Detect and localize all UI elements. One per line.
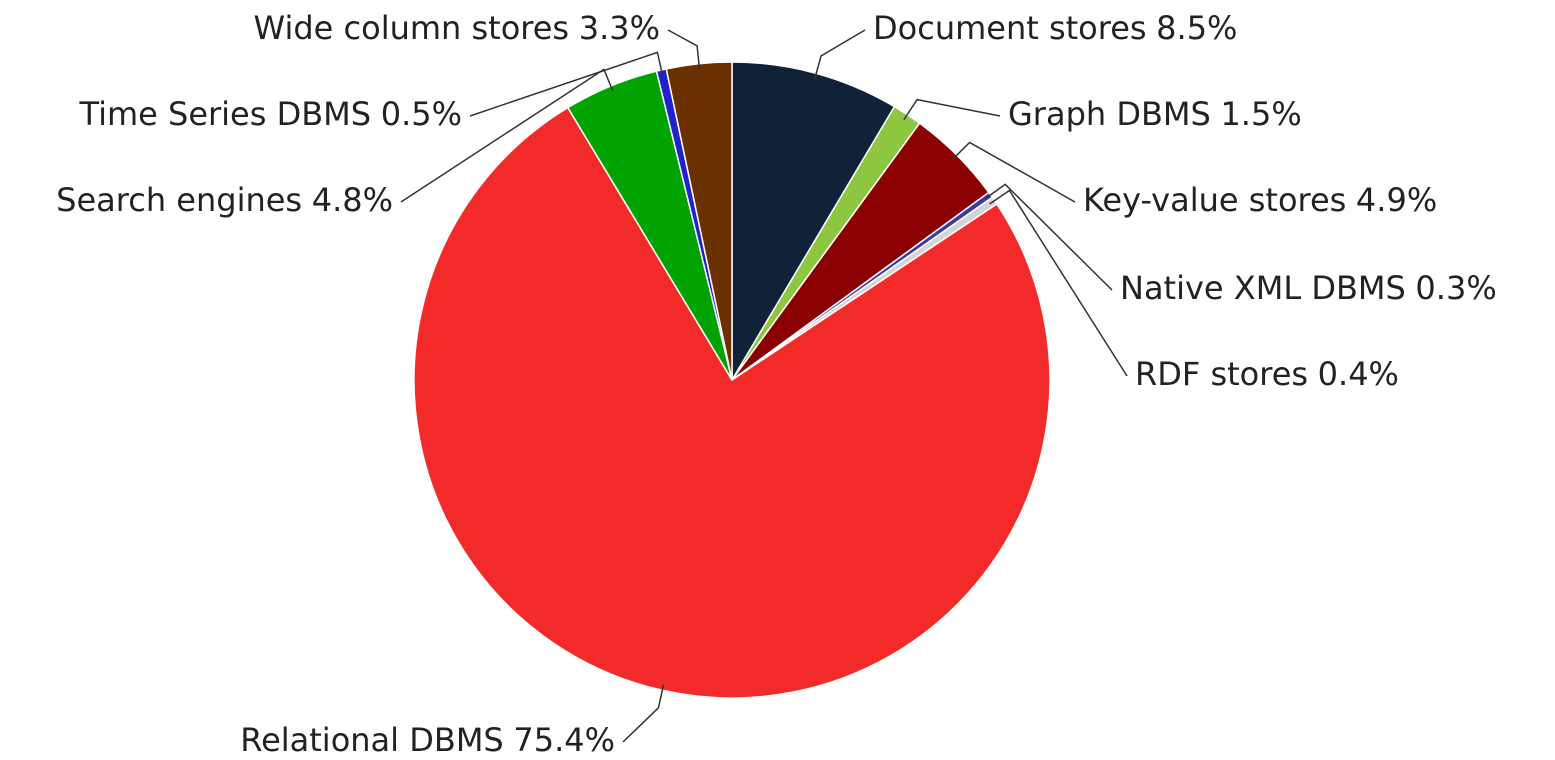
slice-label-name: RDF stores <box>1135 355 1308 393</box>
slice-label-value: 4.9% <box>1356 181 1437 219</box>
slice-label-name: Time Series DBMS <box>79 95 372 133</box>
slice-label-value: 75.4% <box>513 721 615 759</box>
slice-label-name: Graph DBMS <box>1008 95 1211 133</box>
slice-label: Key-value stores 4.9% <box>1083 181 1437 219</box>
slice-label-name: Wide column stores <box>254 9 570 47</box>
slice-label: Document stores 8.5% <box>873 9 1237 47</box>
slice-label-value: 4.8% <box>312 181 393 219</box>
leader-line <box>903 98 1001 121</box>
slice-label-value: 0.4% <box>1318 355 1399 393</box>
leader-line <box>952 141 1076 203</box>
slice-label: Relational DBMS 75.4% <box>240 721 615 759</box>
slice-label-value: 1.5% <box>1220 95 1301 133</box>
leader-line <box>667 29 701 70</box>
slice-label-name: Search engines <box>56 181 302 219</box>
slice-label-value: 8.5% <box>1156 9 1237 47</box>
leader-line <box>813 29 866 80</box>
leader-line <box>989 189 1128 377</box>
leader-line <box>622 684 665 743</box>
slice-label: Time Series DBMS 0.5% <box>79 95 462 133</box>
slice-label-name: Document stores <box>873 9 1147 47</box>
slice-label: Search engines 4.8% <box>56 181 393 219</box>
slice-label: Native XML DBMS 0.3% <box>1120 269 1497 307</box>
slice-label-name: Relational DBMS <box>240 721 503 759</box>
slice-label-value: 0.5% <box>381 95 462 133</box>
slice-label-value: 3.3% <box>579 9 660 47</box>
slice-label: Graph DBMS 1.5% <box>1008 95 1302 133</box>
slice-label-name: Key-value stores <box>1083 181 1346 219</box>
leader-line <box>400 68 614 203</box>
leader-line <box>469 51 664 117</box>
slice-label-value: 0.3% <box>1415 269 1496 307</box>
slice-label: RDF stores 0.4% <box>1135 355 1399 393</box>
slice-label-name: Native XML DBMS <box>1120 269 1406 307</box>
leader-line <box>985 183 1113 291</box>
slice-label: Wide column stores 3.3% <box>254 9 660 47</box>
